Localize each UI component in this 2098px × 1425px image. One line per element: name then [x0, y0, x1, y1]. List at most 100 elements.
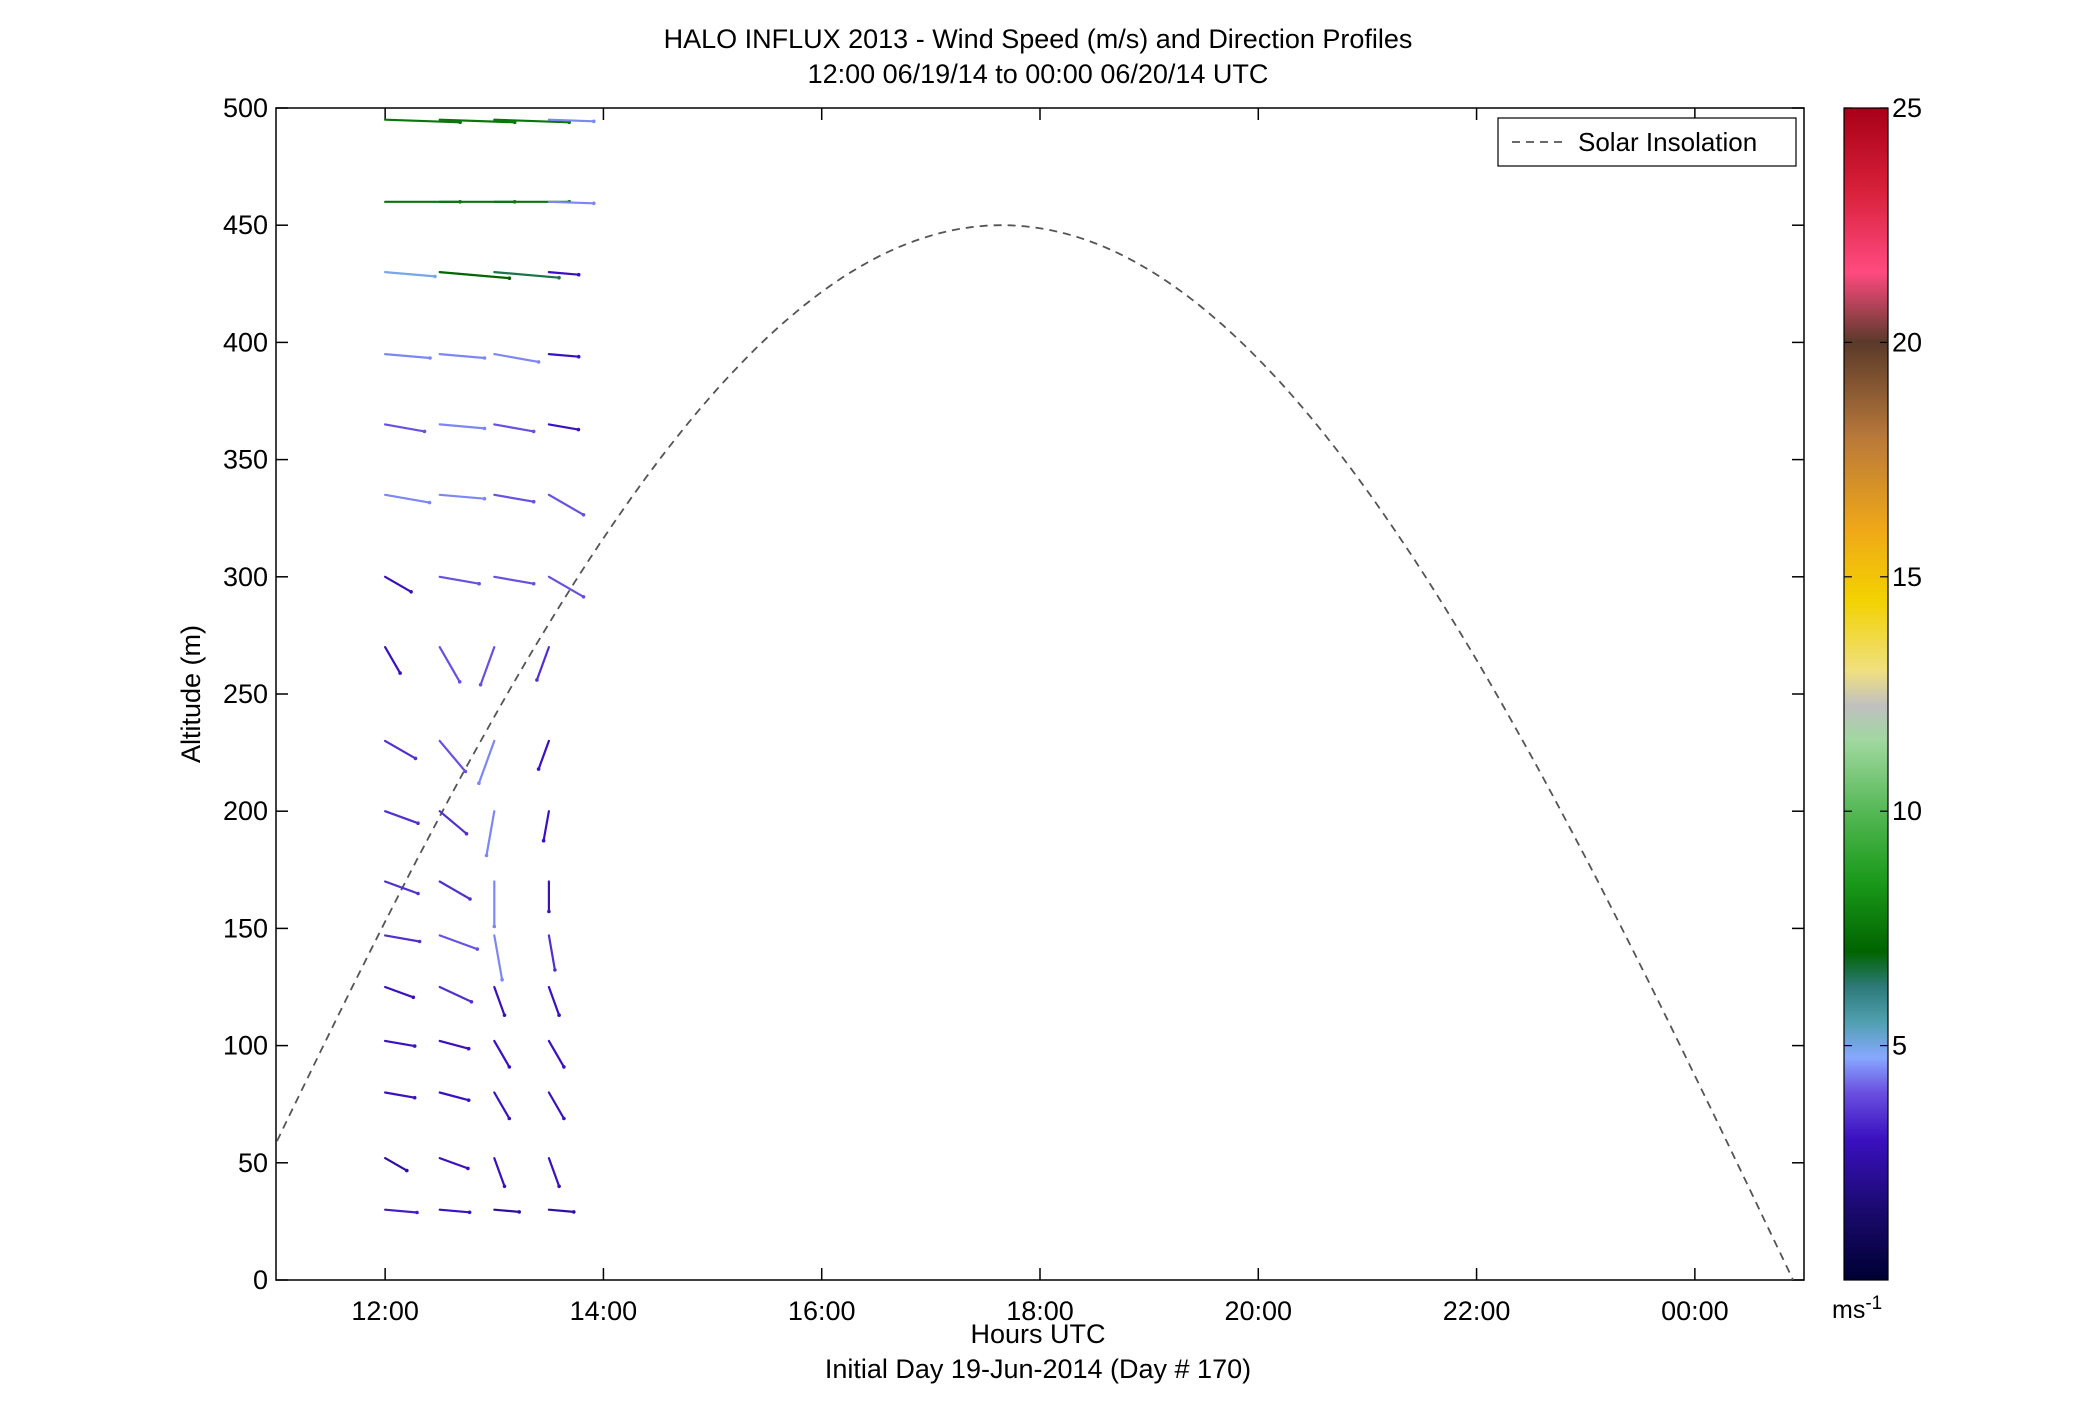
wind-arrow	[438, 1156, 469, 1170]
wind-arrow	[384, 423, 426, 433]
wind-arrow-head	[428, 356, 432, 360]
wind-arrow-head	[576, 272, 581, 277]
wind-arrow	[438, 1091, 470, 1102]
plot-content	[276, 118, 1794, 1280]
wind-arrow	[384, 1039, 416, 1048]
wind-arrow-head	[433, 274, 437, 279]
wind-arrow	[493, 493, 535, 503]
wind-arrow	[438, 1039, 470, 1050]
wind-arrow-head	[536, 360, 541, 364]
wind-arrow-head	[557, 1184, 561, 1189]
wind-arrow	[438, 271, 511, 280]
wind-arrow-head	[412, 1044, 417, 1048]
x-tick-label: 18:00	[1006, 1296, 1074, 1326]
wind-arrow-head	[576, 427, 581, 432]
wind-arrow	[493, 1156, 506, 1188]
x-axis-label: Hours UTC	[970, 1319, 1105, 1349]
wind-arrow-head	[535, 678, 539, 682]
wind-arrow-head	[553, 968, 557, 972]
wind-arrow-head	[422, 429, 427, 434]
wind-arrow	[384, 880, 420, 895]
wind-arrow	[493, 1208, 521, 1214]
wind-arrow	[438, 985, 473, 1003]
wind-arrow-head	[581, 595, 586, 599]
wind-arrow-head	[547, 909, 551, 914]
wind-arrow-head	[464, 831, 469, 836]
wind-arrow	[547, 575, 585, 598]
colorbar-ticks: 5 10 15 20 25	[1844, 93, 1922, 1061]
wind-arrow-head	[541, 838, 546, 843]
wind-arrow	[542, 810, 551, 842]
y-tick-label: 350	[223, 445, 268, 475]
x-tick-label: 16:00	[788, 1296, 856, 1326]
y-tick-label: 300	[223, 562, 268, 592]
wind-arrow-head	[502, 1013, 507, 1017]
wind-arrow	[547, 271, 580, 276]
wind-arrow-head	[492, 924, 497, 929]
wind-arrow-head	[531, 581, 536, 586]
wind-arrow-head	[413, 756, 418, 761]
wind-arrow	[493, 1091, 511, 1120]
wind-arrow	[384, 1156, 408, 1172]
legend-box	[1497, 117, 1797, 167]
wind-arrow-head	[466, 1098, 471, 1102]
wind-arrow-head	[592, 119, 596, 124]
y-tick-label: 100	[223, 1031, 268, 1061]
wind-arrow-head	[416, 891, 420, 896]
wind-arrow	[384, 645, 402, 675]
wind-arrow-head	[477, 581, 481, 586]
wind-arrow	[384, 1091, 416, 1099]
y-tick-label: 50	[238, 1148, 268, 1178]
wind-arrow-head	[507, 1116, 512, 1121]
wind-arrow-head	[484, 853, 489, 858]
wind-arrow-head	[562, 1065, 566, 1069]
wind-arrow	[438, 810, 468, 835]
colorbar-gradient	[1843, 107, 1889, 1281]
colorbar: 5 10 15 20 25 ms-1	[1832, 93, 1922, 1324]
colorbar-tick-label: 20	[1892, 327, 1922, 357]
colorbar-tick-label: 25	[1892, 93, 1922, 123]
wind-arrow-head	[415, 1210, 419, 1215]
wind-arrow	[477, 739, 496, 785]
x-axis-label-2: Initial Day 19-Jun-2014 (Day # 170)	[825, 1354, 1251, 1384]
wind-arrow	[547, 934, 557, 972]
wind-arrow-head	[463, 769, 468, 774]
wind-arrow	[493, 118, 571, 124]
wind-arrow-head	[416, 821, 420, 825]
wind-arrow-head	[557, 1013, 561, 1017]
y-tick-label: 150	[223, 913, 268, 943]
y-axis-label: Altitude (m)	[176, 625, 206, 763]
wind-arrow-head	[409, 590, 413, 594]
wind-arrow	[479, 645, 496, 686]
plot-area	[275, 107, 1805, 1281]
wind-arrow	[438, 645, 461, 683]
y-axis-ticks: 0 50 100 150 200 250 300 350 400 450 500	[223, 93, 1804, 1295]
y-tick-label: 450	[223, 210, 268, 240]
wind-arrow	[485, 810, 496, 857]
wind-arrow-head	[576, 354, 581, 359]
wind-arrow	[493, 934, 504, 981]
wind-arrow-head	[466, 1046, 471, 1051]
wind-arrow	[547, 1208, 575, 1214]
colorbar-unit-sup: -1	[1865, 1293, 1882, 1314]
wind-arrow	[547, 423, 580, 431]
wind-arrow-head	[507, 276, 512, 281]
wind-arrow-head	[466, 1166, 470, 1171]
wind-arrow	[438, 934, 479, 951]
wind-arrow	[384, 353, 432, 360]
wind-arrow-head	[405, 1168, 409, 1173]
colorbar-unit-base: ms	[1832, 1296, 1865, 1324]
legend-label: Solar Insolation	[1578, 127, 1757, 157]
wind-arrow	[384, 575, 413, 593]
wind-arrow	[493, 353, 540, 363]
wind-arrow-head	[468, 897, 472, 901]
wind-arrow	[547, 1091, 566, 1120]
wind-arrow-head	[417, 939, 422, 944]
colorbar-tick-label: 15	[1892, 562, 1922, 592]
wind-arrow	[438, 575, 481, 585]
wind-arrow	[493, 1039, 511, 1069]
wind-arrow-head	[398, 671, 402, 675]
solar-insolation-curve	[276, 224, 1794, 1280]
wind-arrow-head	[457, 680, 462, 684]
wind-arrow	[493, 423, 535, 433]
